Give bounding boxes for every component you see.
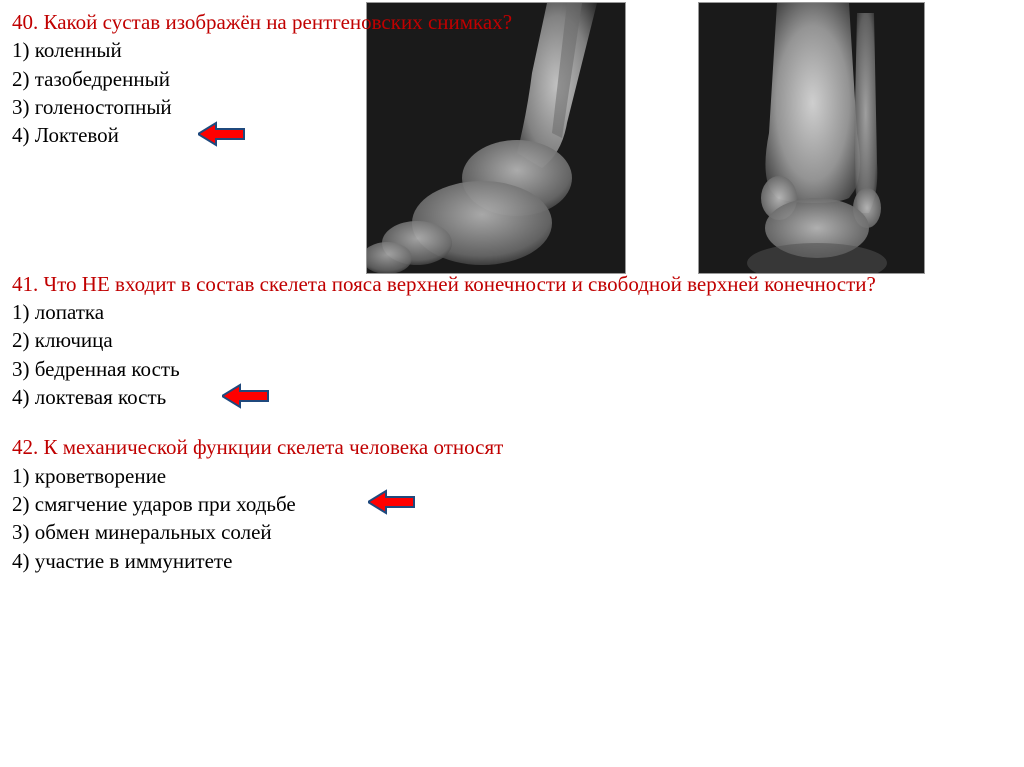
q41-option-3: 3) бедренная кость [12, 355, 1012, 383]
q41-option-2: 2) ключица [12, 326, 1012, 354]
question-41-text: Что НЕ входит в состав скелета пояса вер… [44, 272, 876, 296]
question-42: 42. К механической функции скелета челов… [12, 433, 1012, 575]
question-41-title: 41. Что НЕ входит в состав скелета пояса… [12, 270, 1012, 298]
q41-option-1: 1) лопатка [12, 298, 1012, 326]
question-42-text: К механической функции скелета человека … [44, 435, 504, 459]
spacer [12, 411, 1012, 433]
answer-arrow-icon [198, 121, 246, 145]
question-40-title: 40. Какой сустав изображён на рентгеновс… [12, 8, 1012, 36]
question-40-text: Какой сустав изображён на рентгеновских … [44, 10, 513, 34]
q40-option-2: 2) тазобедренный [12, 65, 1012, 93]
question-41: 41. Что НЕ входит в состав скелета пояса… [12, 270, 1012, 412]
q42-option-4: 4) участие в иммунитете [12, 547, 1012, 575]
q40-option-1: 1) коленный [12, 36, 1012, 64]
question-40-number: 40. [12, 10, 38, 34]
question-42-title: 42. К механической функции скелета челов… [12, 433, 1012, 461]
q40-option-4: 4) Локтевой [12, 121, 1012, 149]
q41-option-4: 4) локтевая кость [12, 383, 1012, 411]
q42-option-2: 2) смягчение ударов при ходьбе [12, 490, 1012, 518]
question-42-number: 42. [12, 435, 38, 459]
q42-option-3: 3) обмен минеральных солей [12, 518, 1012, 546]
q42-option-1: 1) кроветворение [12, 462, 1012, 490]
answer-arrow-icon [368, 489, 416, 513]
question-40: 40. Какой сустав изображён на рентгеновс… [12, 8, 1012, 150]
answer-arrow-icon [222, 383, 270, 407]
q40-option-3: 3) голеностопный [12, 93, 1012, 121]
question-41-number: 41. [12, 272, 38, 296]
